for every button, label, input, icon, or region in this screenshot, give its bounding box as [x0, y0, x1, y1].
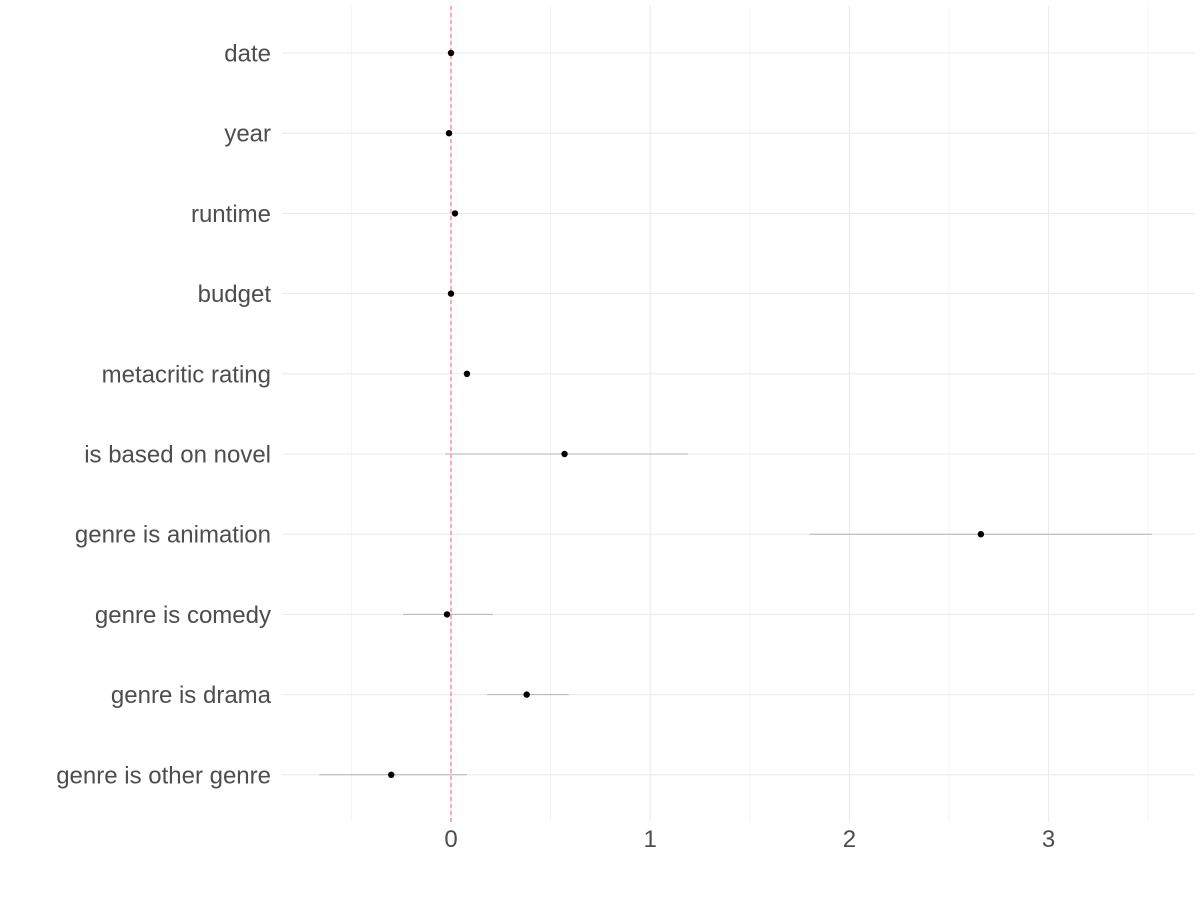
x-tick-label: 0	[444, 826, 457, 853]
y-tick-label-genre-is-animation: genre is animation	[75, 522, 271, 549]
y-tick-label-genre-is-drama: genre is drama	[111, 682, 272, 709]
y-tick-label-year: year	[224, 121, 271, 148]
y-tick-label-metacritic-rating: metacritic rating	[102, 361, 271, 388]
estimate-point-genre-is-other-genre	[388, 771, 395, 778]
estimate-point-date	[447, 49, 455, 57]
estimate-point-genre-is-comedy	[443, 611, 451, 618]
estimate-point-budget	[447, 290, 455, 297]
y-tick-label-budget: budget	[198, 281, 272, 308]
estimate-point-is-based-on-novel	[561, 450, 568, 458]
grid-layer	[282, 6, 1195, 822]
estimate-point-metacritic-rating	[463, 370, 471, 377]
x-tick-label: 2	[843, 826, 856, 853]
x-tick-label: 3	[1042, 826, 1055, 853]
y-tick-label-genre-is-other-genre: genre is other genre	[56, 762, 271, 789]
estimate-point-genre-is-drama	[523, 691, 530, 698]
estimate-point-runtime	[451, 210, 459, 217]
estimate-point-genre-is-animation	[977, 531, 985, 538]
x-tick-labels: 0 1 2 3	[444, 826, 1055, 853]
y-tick-labels: date year runtime budget metacritic rating is…	[56, 41, 271, 790]
x-tick-label: 1	[644, 826, 657, 853]
y-tick-label-runtime: runtime	[191, 201, 271, 228]
point-layer	[388, 49, 985, 778]
y-tick-label-genre-is-comedy: genre is comedy	[95, 602, 271, 629]
estimate-point-year	[445, 130, 453, 137]
y-tick-label-date: date	[224, 41, 271, 68]
y-tick-label-is-based-on-novel: is based on novel	[84, 442, 271, 469]
